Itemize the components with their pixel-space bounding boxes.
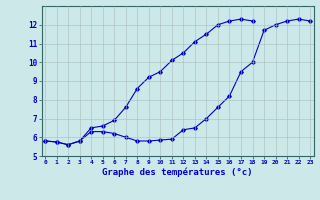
X-axis label: Graphe des températures (°c): Graphe des températures (°c) (102, 168, 253, 177)
